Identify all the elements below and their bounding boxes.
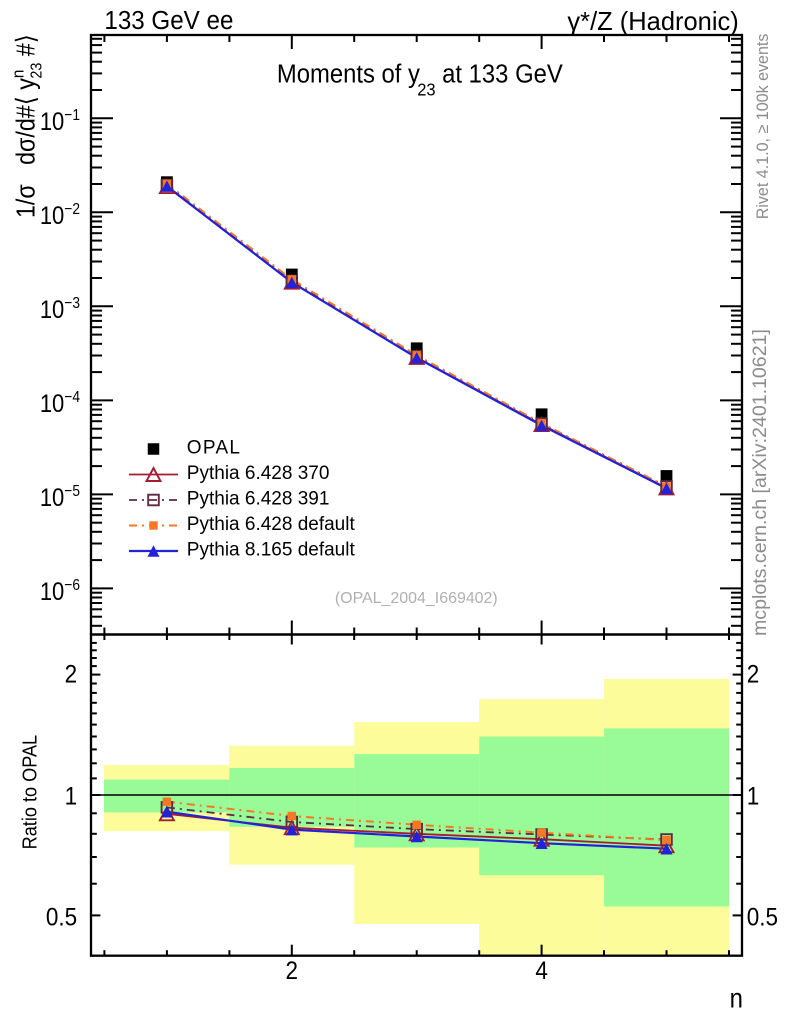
svg-text:Pythia 8.165 default: Pythia 8.165 default xyxy=(187,539,356,560)
svg-text:Ratio to OPAL: Ratio to OPAL xyxy=(18,735,41,850)
svg-text:−6: −6 xyxy=(64,576,80,594)
svg-text:10: 10 xyxy=(40,296,64,324)
svg-text:1: 1 xyxy=(65,783,78,811)
svg-text:10: 10 xyxy=(40,108,64,136)
svg-text:γ*/Z (Hadronic): γ*/Z (Hadronic) xyxy=(567,8,738,36)
svg-text:4: 4 xyxy=(535,957,548,985)
svg-text:0.5: 0.5 xyxy=(747,903,778,931)
svg-text:−3: −3 xyxy=(64,294,80,312)
svg-text:(OPAL_2004_I669402): (OPAL_2004_I669402) xyxy=(335,590,498,607)
svg-text:Pythia 6.428 370: Pythia 6.428 370 xyxy=(187,463,330,484)
svg-text:Rivet 4.1.0, ≥ 100k events: Rivet 4.1.0, ≥ 100k events xyxy=(754,34,772,220)
svg-text:−4: −4 xyxy=(64,388,80,406)
svg-text:10: 10 xyxy=(40,202,64,230)
svg-text:2: 2 xyxy=(286,957,299,985)
svg-text:n: n xyxy=(730,984,743,1014)
svg-text:Pythia 6.428 default: Pythia 6.428 default xyxy=(187,514,356,535)
svg-text:mcplots.cern.ch [arXiv:2401.10: mcplots.cern.ch [arXiv:2401.10621] xyxy=(749,329,771,636)
svg-text:10: 10 xyxy=(40,578,64,606)
svg-text:133 GeV ee: 133 GeV ee xyxy=(104,6,233,35)
svg-text:10: 10 xyxy=(40,390,64,418)
svg-text:−1: −1 xyxy=(64,106,80,124)
svg-text:2: 2 xyxy=(747,660,760,688)
svg-text:10: 10 xyxy=(40,484,64,512)
svg-text:1: 1 xyxy=(747,783,760,811)
svg-text:2: 2 xyxy=(65,660,78,688)
svg-text:−5: −5 xyxy=(64,482,80,500)
svg-text:−2: −2 xyxy=(64,200,80,218)
svg-text:1/σ dσ/d#⟨ yn23 #⟩: 1/σ dσ/d#⟨ yn23 #⟩ xyxy=(9,34,46,218)
svg-text:OPAL: OPAL xyxy=(187,437,241,458)
svg-text:0.5: 0.5 xyxy=(46,903,77,931)
svg-text:Pythia 6.428 391: Pythia 6.428 391 xyxy=(187,488,330,509)
